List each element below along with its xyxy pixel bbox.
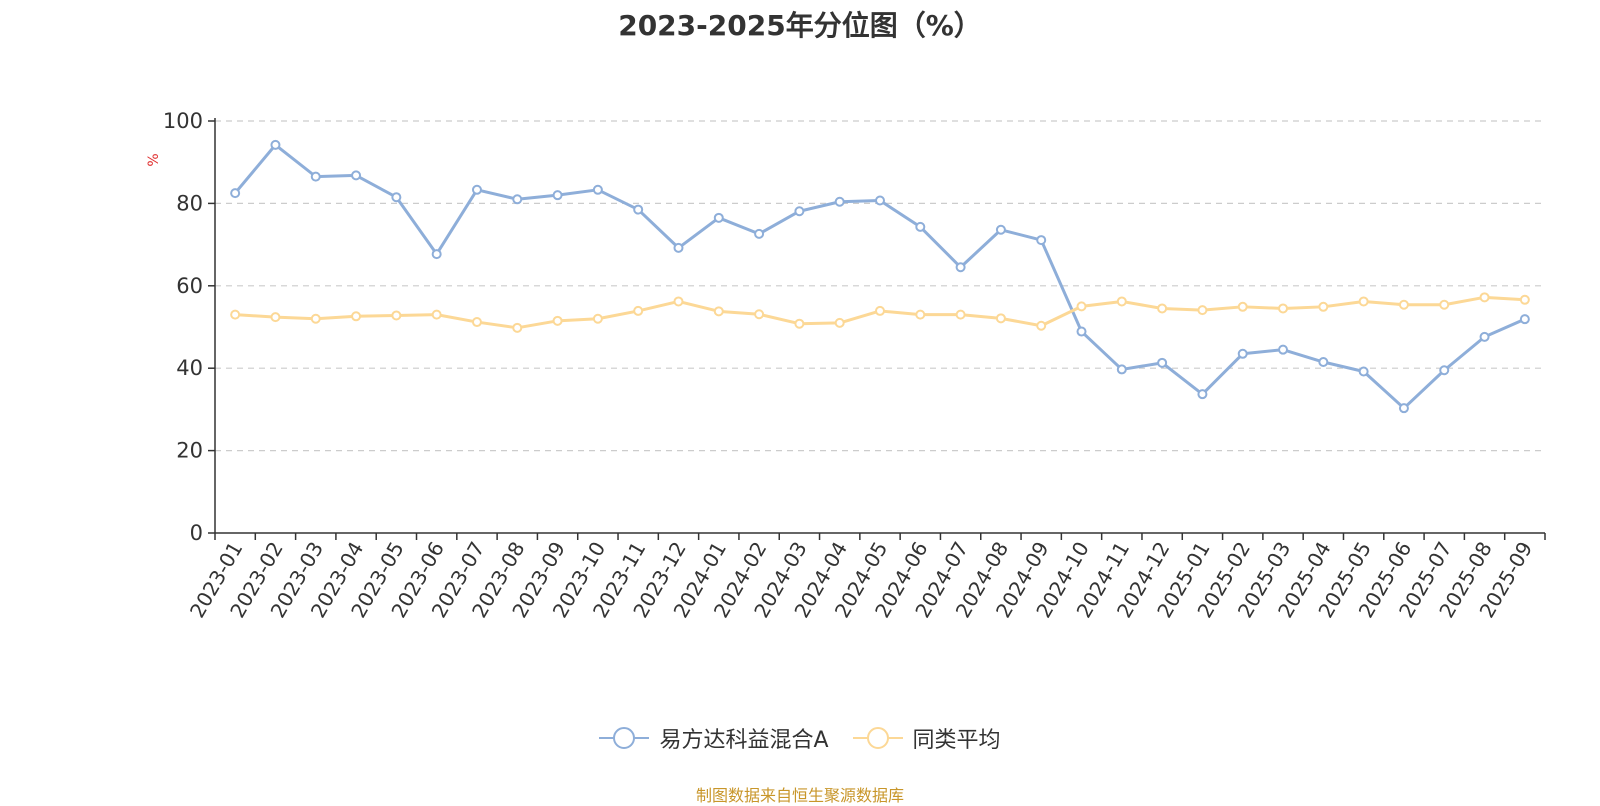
data-point[interactable] bbox=[1439, 365, 1450, 376]
data-point[interactable] bbox=[915, 309, 926, 320]
data-point[interactable] bbox=[1398, 403, 1409, 414]
data-point[interactable] bbox=[713, 212, 724, 223]
data-point[interactable] bbox=[471, 317, 482, 328]
data-point[interactable] bbox=[431, 249, 442, 260]
legend-item-fund[interactable]: 易方达科益混合A bbox=[599, 722, 829, 754]
data-point[interactable] bbox=[512, 322, 523, 333]
data-point[interactable] bbox=[915, 221, 926, 232]
data-point[interactable] bbox=[552, 190, 563, 201]
legend-marker-peer-average-icon bbox=[852, 727, 903, 749]
data-point[interactable] bbox=[673, 296, 684, 307]
data-point[interactable] bbox=[1076, 301, 1087, 312]
data-point[interactable] bbox=[1237, 301, 1248, 312]
data-point[interactable] bbox=[1157, 303, 1168, 314]
legend-item-peer-average[interactable]: 同类平均 bbox=[852, 722, 1001, 754]
data-point[interactable] bbox=[1398, 299, 1409, 310]
data-point[interactable] bbox=[592, 184, 603, 195]
chart-title: 2023-2025年分位图（%） bbox=[618, 9, 982, 42]
data-point[interactable] bbox=[230, 309, 241, 320]
data-point[interactable] bbox=[351, 170, 362, 181]
data-point[interactable] bbox=[471, 184, 482, 195]
legend: 易方达科益混合A 同类平均 bbox=[0, 722, 1600, 754]
data-point[interactable] bbox=[592, 313, 603, 324]
data-point[interactable] bbox=[1036, 235, 1047, 246]
data-point[interactable] bbox=[673, 242, 684, 253]
data-point[interactable] bbox=[754, 309, 765, 320]
data-point[interactable] bbox=[1116, 364, 1127, 375]
data-point[interactable] bbox=[794, 318, 805, 329]
data-point[interactable] bbox=[552, 315, 563, 326]
y-tick-label: 20 bbox=[176, 439, 203, 463]
data-point[interactable] bbox=[955, 309, 966, 320]
x-tick-labels: 2023-012023-022023-032023-042023-052023-… bbox=[185, 538, 1537, 622]
data-point[interactable] bbox=[1479, 292, 1490, 303]
data-point[interactable] bbox=[1519, 294, 1530, 305]
axes bbox=[208, 118, 1546, 540]
data-point[interactable] bbox=[1076, 326, 1087, 337]
data-point[interactable] bbox=[834, 317, 845, 328]
data-point[interactable] bbox=[1278, 344, 1289, 355]
y-axis-unit-label: % bbox=[146, 153, 162, 166]
legend-label-peer-average: 同类平均 bbox=[912, 728, 1001, 753]
data-point[interactable] bbox=[1479, 331, 1490, 342]
data-point[interactable] bbox=[754, 228, 765, 239]
legend-label-fund: 易方达科益混合A bbox=[659, 728, 829, 753]
data-point[interactable] bbox=[270, 312, 281, 323]
data-point[interactable] bbox=[794, 206, 805, 217]
y-tick-label: 0 bbox=[190, 521, 203, 545]
data-point[interactable] bbox=[1358, 296, 1369, 307]
data-point[interactable] bbox=[230, 188, 241, 199]
data-point[interactable] bbox=[1036, 320, 1047, 331]
y-tick-label: 100 bbox=[163, 109, 203, 133]
legend-marker-fund-icon bbox=[599, 727, 650, 749]
data-point[interactable] bbox=[1358, 366, 1369, 377]
data-point[interactable] bbox=[1318, 357, 1329, 368]
data-point[interactable] bbox=[1197, 305, 1208, 316]
data-point[interactable] bbox=[431, 309, 442, 320]
data-point[interactable] bbox=[955, 262, 966, 273]
data-point[interactable] bbox=[633, 204, 644, 215]
data-point[interactable] bbox=[713, 306, 724, 317]
data-point[interactable] bbox=[995, 313, 1006, 324]
data-point[interactable] bbox=[1519, 314, 1530, 325]
y-tick-label: 80 bbox=[176, 191, 203, 215]
data-point[interactable] bbox=[391, 192, 402, 203]
data-point[interactable] bbox=[1116, 296, 1127, 307]
data-point[interactable] bbox=[270, 139, 281, 150]
data-point[interactable] bbox=[1197, 389, 1208, 400]
data-point[interactable] bbox=[351, 311, 362, 322]
data-point[interactable] bbox=[875, 305, 885, 316]
grid-lines bbox=[215, 120, 1545, 452]
series-lines bbox=[230, 139, 1530, 414]
y-tick-labels: 0 20 40 60 80 100 bbox=[163, 109, 203, 545]
source-note: 制图数据来自恒生聚源数据库 bbox=[695, 786, 904, 805]
data-point[interactable] bbox=[633, 305, 644, 316]
data-point[interactable] bbox=[1318, 301, 1329, 312]
data-point[interactable] bbox=[391, 310, 402, 321]
data-point[interactable] bbox=[1157, 357, 1168, 368]
data-point[interactable] bbox=[834, 196, 845, 207]
y-tick-label: 60 bbox=[176, 274, 203, 298]
data-point[interactable] bbox=[310, 313, 321, 324]
data-point[interactable] bbox=[1278, 303, 1289, 314]
data-point[interactable] bbox=[1439, 299, 1450, 310]
data-point[interactable] bbox=[512, 194, 523, 205]
data-point[interactable] bbox=[310, 171, 321, 182]
data-point[interactable] bbox=[1237, 348, 1248, 359]
data-point[interactable] bbox=[875, 195, 885, 206]
data-point[interactable] bbox=[995, 224, 1006, 235]
y-tick-label: 40 bbox=[176, 356, 203, 380]
